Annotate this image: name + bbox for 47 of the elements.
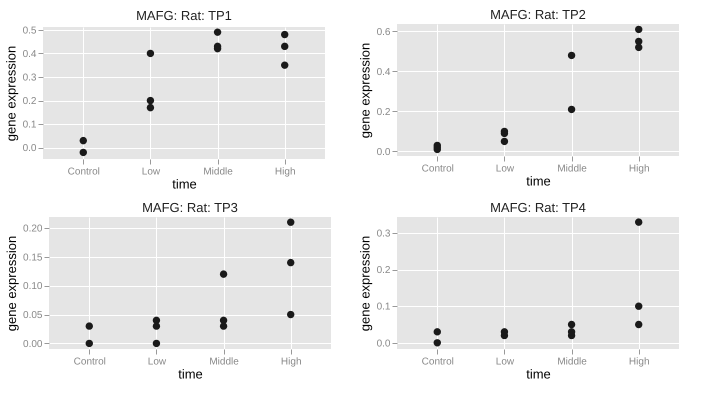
x-tick-label: Control (422, 356, 454, 368)
y-tick-label: 0.2 (376, 265, 391, 276)
y-tick-label: 0.20 (23, 223, 43, 234)
chart-title: MAFG: Rat: TP3 (142, 200, 238, 215)
x-tick-label: Middle (203, 166, 234, 178)
y-tick-label: 0.2 (22, 96, 37, 108)
y-tick-label: 0.4 (22, 48, 37, 60)
x-tick-label: Low (142, 166, 161, 178)
y-tick-label: 0.3 (22, 72, 37, 84)
x-tick-label: High (628, 356, 650, 368)
y-axis-title: gene expression (4, 236, 20, 332)
x-tick-label: Control (68, 166, 100, 178)
x-tick-label: Control (74, 356, 106, 368)
x-tick-label: Low (148, 356, 167, 368)
y-tick-label: 0.1 (22, 120, 37, 131)
y-axis-title: gene expression (358, 42, 373, 138)
y-tick-label: 0.10 (23, 281, 43, 292)
y-tick-label: 0.1 (376, 302, 391, 313)
x-tick-label: High (280, 356, 302, 368)
x-axis-title: time (526, 174, 551, 188)
y-tick-label: 0.0 (22, 143, 37, 154)
y-tick-label: 0.0 (376, 338, 391, 350)
y-axis-title: gene expression (4, 46, 19, 142)
y-tick-label: 0.15 (23, 252, 43, 264)
x-tick-label: High (628, 164, 650, 174)
x-tick-label: Middle (209, 356, 240, 368)
x-tick-label: High (274, 166, 296, 178)
x-axis-title: time (526, 366, 551, 382)
x-tick-label: Middle (557, 164, 588, 174)
chart-title: MAFG: Rat: TP4 (490, 200, 586, 215)
y-tick-label: 0.2 (376, 106, 391, 118)
chart-title: MAFG: Rat: TP1 (136, 8, 232, 23)
x-tick-label: Control (422, 164, 454, 174)
chart-title: MAFG: Rat: TP2 (490, 7, 586, 22)
y-tick-label: 0.00 (23, 338, 43, 350)
x-axis-title: time (178, 366, 203, 382)
y-axis-title: gene expression (358, 236, 373, 332)
x-tick-label: Low (496, 356, 515, 368)
y-tick-label: 0.4 (376, 66, 391, 78)
x-tick-label: Middle (557, 356, 588, 368)
y-tick-label: 0.6 (376, 26, 391, 38)
y-tick-label: 0.0 (376, 146, 391, 158)
y-tick-label: 0.5 (22, 25, 37, 36)
x-tick-label: Low (496, 164, 515, 174)
y-tick-label: 0.05 (23, 310, 43, 322)
x-axis-title: time (172, 176, 197, 192)
y-tick-label: 0.3 (376, 228, 391, 240)
